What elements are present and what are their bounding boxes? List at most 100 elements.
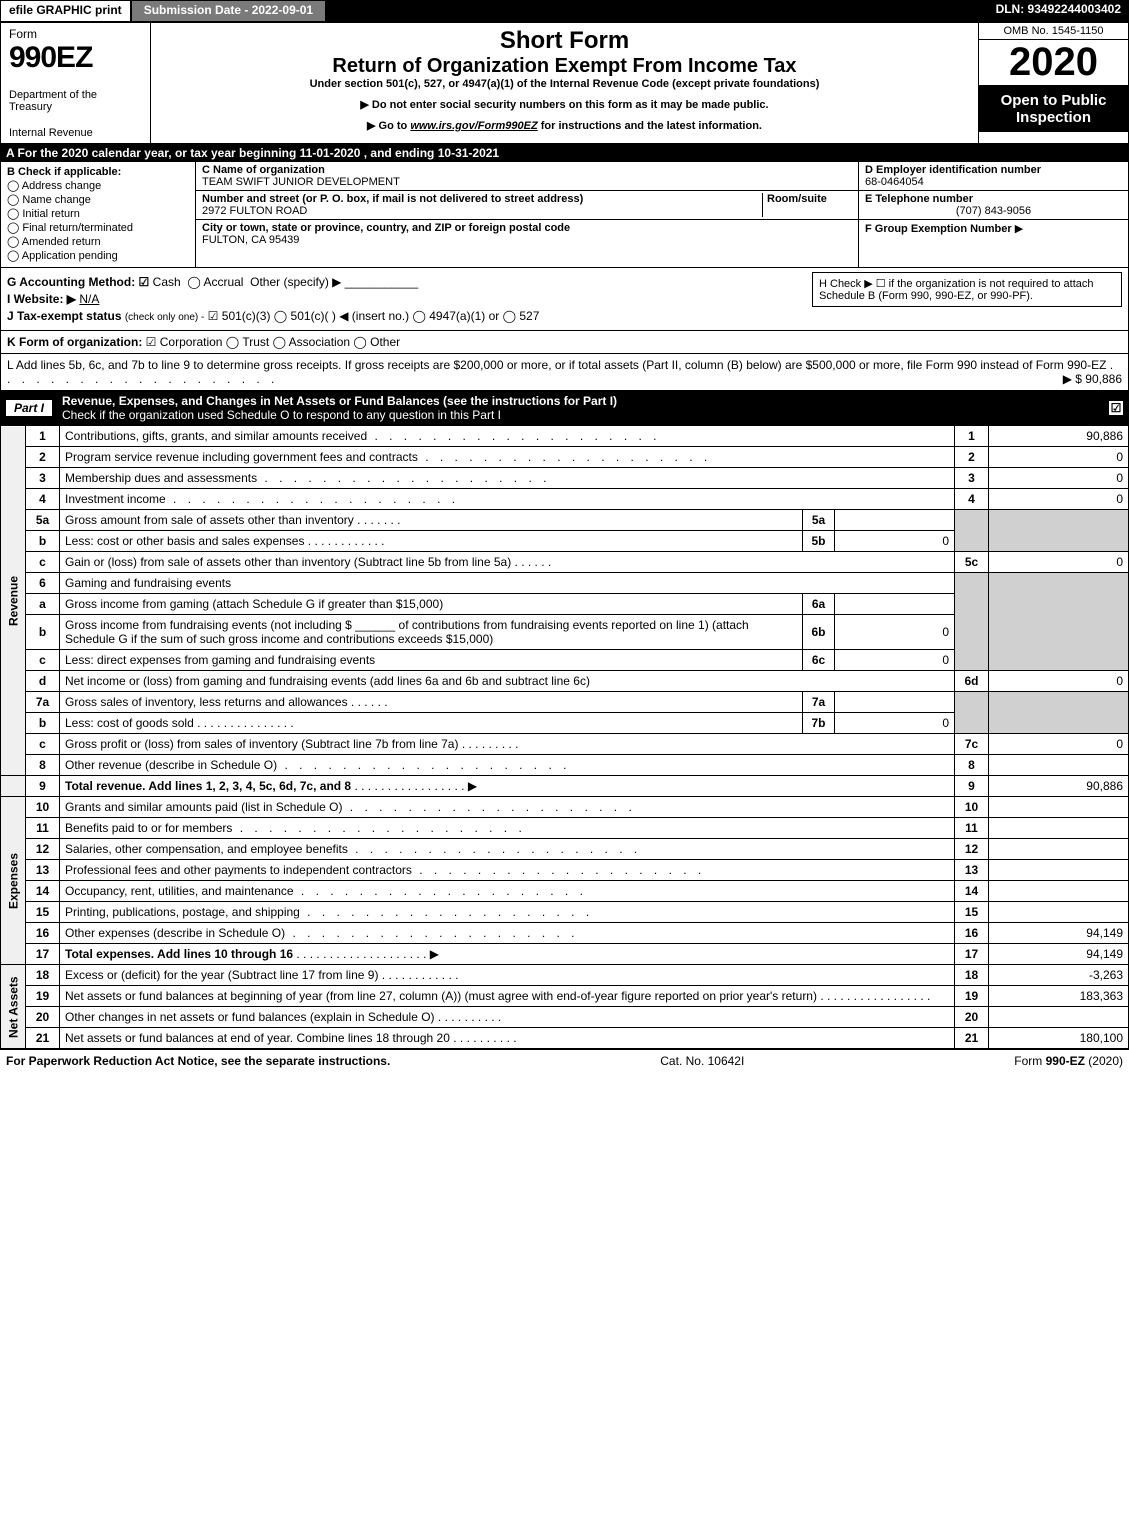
l12-ref: 12 <box>955 839 989 860</box>
l1-num: 1 <box>26 426 60 447</box>
l17-amt: 94,149 <box>989 944 1129 965</box>
form-word: Form <box>9 27 142 41</box>
l5a-num: 5a <box>26 510 60 531</box>
l11-num: 11 <box>26 818 60 839</box>
l4-amt: 0 <box>989 489 1129 510</box>
l21-num: 21 <box>26 1028 60 1049</box>
l7c-amt: 0 <box>989 734 1129 755</box>
l7a-subnum: 7a <box>803 692 835 713</box>
l2-num: 2 <box>26 447 60 468</box>
l6b-subamt: 0 <box>835 615 955 650</box>
l20-ref: 20 <box>955 1007 989 1028</box>
l5a-subamt <box>835 510 955 531</box>
header-right: OMB No. 1545-1150 2020 Open to Public In… <box>978 23 1128 143</box>
l13-num: 13 <box>26 860 60 881</box>
l20-amt <box>989 1007 1129 1028</box>
l17-text: Total expenses. Add lines 10 through 16 … <box>60 944 955 965</box>
dln-label: DLN: 93492244003402 <box>988 0 1129 22</box>
l2-text: Program service revenue including govern… <box>60 447 955 468</box>
g-other[interactable]: Other (specify) ▶ <box>250 275 341 289</box>
chk-name-change[interactable]: ◯ Name change <box>7 193 189 206</box>
l6-shade-amt <box>989 573 1129 671</box>
group-exempt-arrow: ▶ <box>1015 223 1023 235</box>
l3-ref: 3 <box>955 468 989 489</box>
l3-amt: 0 <box>989 468 1129 489</box>
row-l: L Add lines 5b, 6c, and 7b to line 9 to … <box>0 354 1129 391</box>
l6b-subnum: 6b <box>803 615 835 650</box>
l12-amt <box>989 839 1129 860</box>
open-public: Open to Public Inspection <box>979 86 1128 132</box>
l9-text: Total revenue. Add lines 1, 2, 3, 4, 5c,… <box>60 776 955 797</box>
submission-date: Submission Date - 2022-09-01 <box>131 0 326 22</box>
lines-table: Revenue 1 Contributions, gifts, grants, … <box>0 425 1129 1049</box>
l6d-amt: 0 <box>989 671 1129 692</box>
l8-num: 8 <box>26 755 60 776</box>
g-accrual[interactable]: Accrual <box>203 275 243 289</box>
page-footer: For Paperwork Reduction Act Notice, see … <box>0 1049 1129 1072</box>
j-options[interactable]: ☑ 501(c)(3) ◯ 501(c)( ) ◀ (insert no.) ◯… <box>208 309 540 323</box>
goto-post: for instructions and the latest informat… <box>538 120 762 132</box>
form-header: Form 990EZ Department of the Treasury In… <box>0 22 1129 144</box>
l-amount: ▶ $ 90,886 <box>1063 372 1122 386</box>
l8-ref: 8 <box>955 755 989 776</box>
l6-num: 6 <box>26 573 60 594</box>
l7b-num: b <box>26 713 60 734</box>
l6d-num: d <box>26 671 60 692</box>
org-name-label: C Name of organization <box>202 164 852 176</box>
l5a-subnum: 5a <box>803 510 835 531</box>
l4-ref: 4 <box>955 489 989 510</box>
l5-shade <box>955 510 989 552</box>
l21-ref: 21 <box>955 1028 989 1049</box>
l20-text: Other changes in net assets or fund bala… <box>60 1007 955 1028</box>
l15-amt <box>989 902 1129 923</box>
part1-check[interactable]: ☑ <box>1109 401 1123 415</box>
chk-application-pending[interactable]: ◯ Application pending <box>7 249 189 262</box>
l1-amt: 90,886 <box>989 426 1129 447</box>
chk-address-change[interactable]: ◯ Address change <box>7 179 189 192</box>
phone-value: (707) 843-9056 <box>865 205 1122 217</box>
section-ghij: H Check ▶ ☐ if the organization is not r… <box>0 268 1129 331</box>
l13-amt <box>989 860 1129 881</box>
l16-ref: 16 <box>955 923 989 944</box>
irs-link[interactable]: www.irs.gov/Form990EZ <box>410 120 537 132</box>
j-label: J Tax-exempt status <box>7 309 122 323</box>
l10-amt <box>989 797 1129 818</box>
l-text: L Add lines 5b, 6c, and 7b to line 9 to … <box>7 358 1106 372</box>
l17-ref: 17 <box>955 944 989 965</box>
addr-value: 2972 FULTON ROAD <box>202 205 762 217</box>
chk-initial-return[interactable]: ◯ Initial return <box>7 207 189 220</box>
top-bar: efile GRAPHIC print Submission Date - 20… <box>0 0 1129 22</box>
room-label: Room/suite <box>767 193 852 205</box>
chk-final-return[interactable]: ◯ Final return/terminated <box>7 221 189 234</box>
l11-amt <box>989 818 1129 839</box>
l15-num: 15 <box>26 902 60 923</box>
l16-amt: 94,149 <box>989 923 1129 944</box>
l15-text: Printing, publications, postage, and shi… <box>60 902 955 923</box>
goto-pre: ▶ Go to <box>367 120 410 132</box>
l10-num: 10 <box>26 797 60 818</box>
k-options[interactable]: ☑ Corporation ◯ Trust ◯ Association ◯ Ot… <box>146 335 400 349</box>
l17-num: 17 <box>26 944 60 965</box>
g-cash-check[interactable]: ☑ <box>139 275 150 289</box>
l5c-text: Gain or (loss) from sale of assets other… <box>60 552 955 573</box>
l5b-subnum: 5b <box>803 531 835 552</box>
line-j: J Tax-exempt status (check only one) - ☑… <box>7 309 1122 323</box>
row-k: K Form of organization: ☑ Corporation ◯ … <box>0 331 1129 354</box>
l6c-num: c <box>26 650 60 671</box>
l5b-text: Less: cost or other basis and sales expe… <box>60 531 803 552</box>
l14-text: Occupancy, rent, utilities, and maintena… <box>60 881 955 902</box>
sidebar-expenses: Expenses <box>1 797 26 965</box>
l16-text: Other expenses (describe in Schedule O) <box>60 923 955 944</box>
l5c-num: c <box>26 552 60 573</box>
tax-year: 2020 <box>979 40 1128 86</box>
org-name-value: TEAM SWIFT JUNIOR DEVELOPMENT <box>202 176 852 188</box>
l4-num: 4 <box>26 489 60 510</box>
l21-text: Net assets or fund balances at end of ye… <box>60 1028 955 1049</box>
l14-amt <box>989 881 1129 902</box>
l5c-amt: 0 <box>989 552 1129 573</box>
l19-amt: 183,363 <box>989 986 1129 1007</box>
l5c-ref: 5c <box>955 552 989 573</box>
l14-num: 14 <box>26 881 60 902</box>
l19-num: 19 <box>26 986 60 1007</box>
chk-amended-return[interactable]: ◯ Amended return <box>7 235 189 248</box>
